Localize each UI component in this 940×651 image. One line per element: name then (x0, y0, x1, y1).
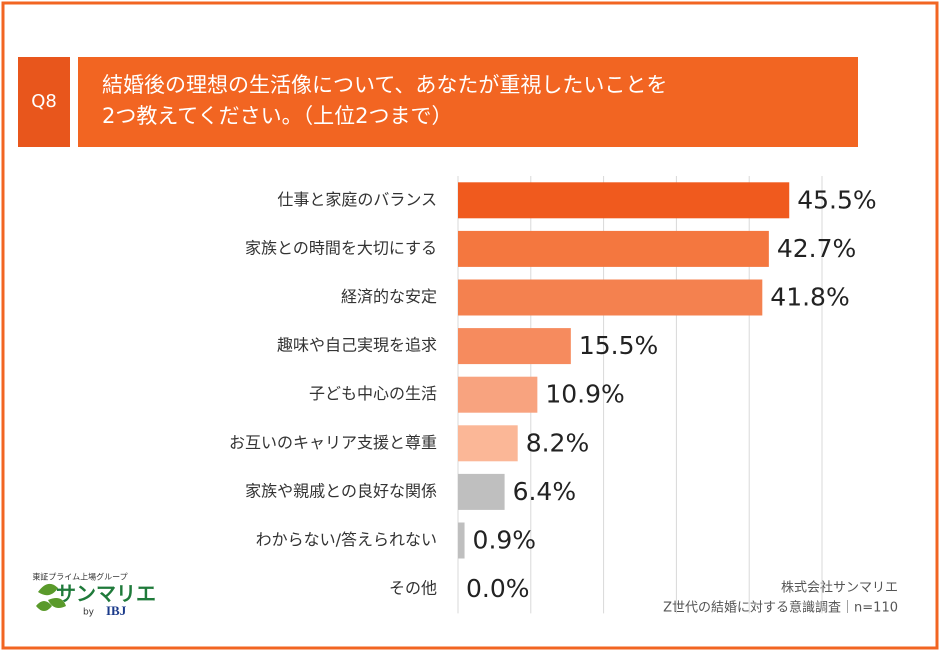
value-label: 10.9% (545, 380, 624, 409)
bar (458, 473, 505, 510)
value-label: 41.8% (770, 283, 849, 312)
category-label: 仕事と家庭のバランス (277, 190, 437, 209)
bar (458, 230, 769, 267)
category-label: お互いのキャリア支援と尊重 (229, 433, 437, 452)
question-label: Q8 (31, 91, 57, 112)
logo-by: by (83, 608, 95, 618)
category-label: 家族や親戚との良好な関係 (245, 481, 437, 500)
value-label: 8.2% (526, 428, 590, 457)
source-line: 株式会社サンマリエ (781, 580, 898, 596)
category-label: 趣味や自己実現を追求 (277, 336, 437, 355)
logo-parent: IBJ (106, 603, 127, 618)
title-line: 2つ教えてください。（上位2つまで） (102, 104, 453, 128)
bar (458, 376, 538, 413)
bar (458, 279, 763, 316)
value-label: 6.4% (513, 477, 577, 506)
category-label: 子ども中心の生活 (309, 384, 437, 403)
bar (458, 182, 790, 219)
value-label: 45.5% (797, 185, 876, 214)
logo-leaf (36, 583, 66, 611)
logo: 東証プライム上場グループ サンマリエ by IBJ (32, 572, 156, 618)
title-line: 結婚後の理想の生活像について、あなたが重視したいことを (102, 73, 667, 97)
value-label: 0.0% (466, 574, 530, 603)
title-bar (78, 57, 858, 147)
source-line: Z世代の結婚に対する意識調査｜n=110 (663, 600, 898, 616)
value-label: 15.5% (579, 331, 658, 360)
logo-tagline: 東証プライム上場グループ (32, 572, 127, 582)
bar (458, 328, 571, 365)
category-label: その他 (389, 579, 437, 598)
logo-brand: サンマリエ (56, 582, 156, 606)
bar (458, 522, 465, 559)
question-box (18, 57, 70, 147)
value-label: 42.7% (777, 234, 856, 263)
category-label: 家族との時間を大切にする (245, 238, 437, 257)
category-label: わからない/答えられない (256, 530, 437, 549)
category-label: 経済的な安定 (341, 287, 437, 306)
value-label: 0.9% (473, 526, 537, 555)
bar (458, 425, 518, 462)
